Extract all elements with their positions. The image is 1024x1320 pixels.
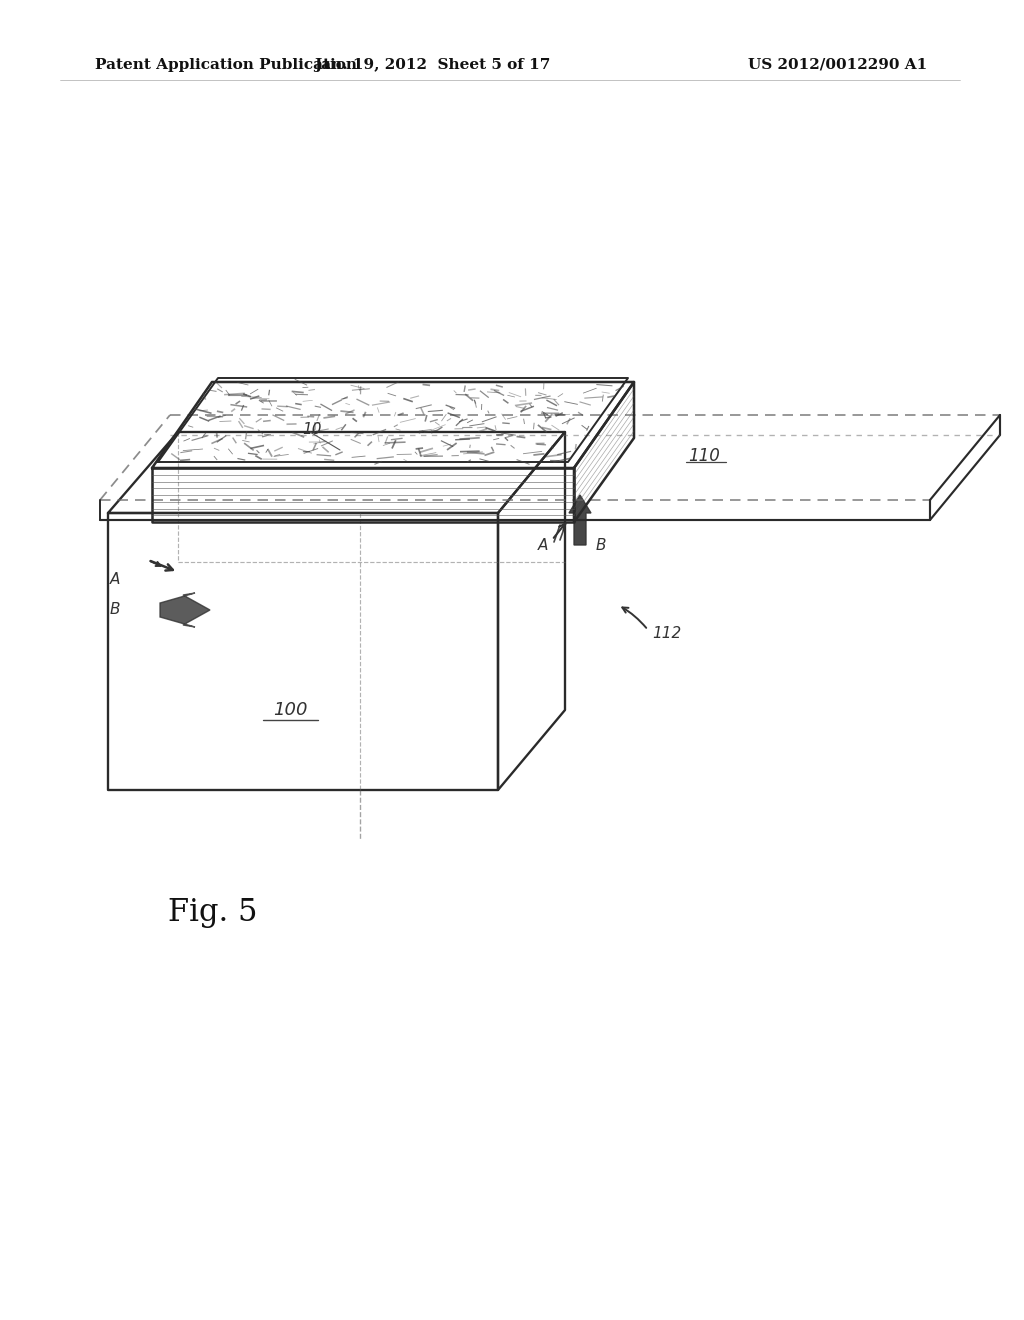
- Text: Fig. 5: Fig. 5: [168, 896, 257, 928]
- Text: 100: 100: [272, 701, 307, 719]
- Text: 110: 110: [688, 447, 720, 465]
- Text: Jan. 19, 2012  Sheet 5 of 17: Jan. 19, 2012 Sheet 5 of 17: [313, 58, 550, 73]
- Polygon shape: [160, 593, 210, 627]
- Text: B: B: [110, 602, 120, 618]
- Text: 112: 112: [652, 626, 681, 640]
- Text: Patent Application Publication: Patent Application Publication: [95, 58, 357, 73]
- Text: A: A: [538, 537, 548, 553]
- Text: B: B: [596, 539, 606, 553]
- Text: A: A: [110, 573, 120, 587]
- Text: US 2012/0012290 A1: US 2012/0012290 A1: [748, 58, 928, 73]
- FancyArrow shape: [569, 495, 591, 545]
- Text: 10: 10: [302, 422, 322, 437]
